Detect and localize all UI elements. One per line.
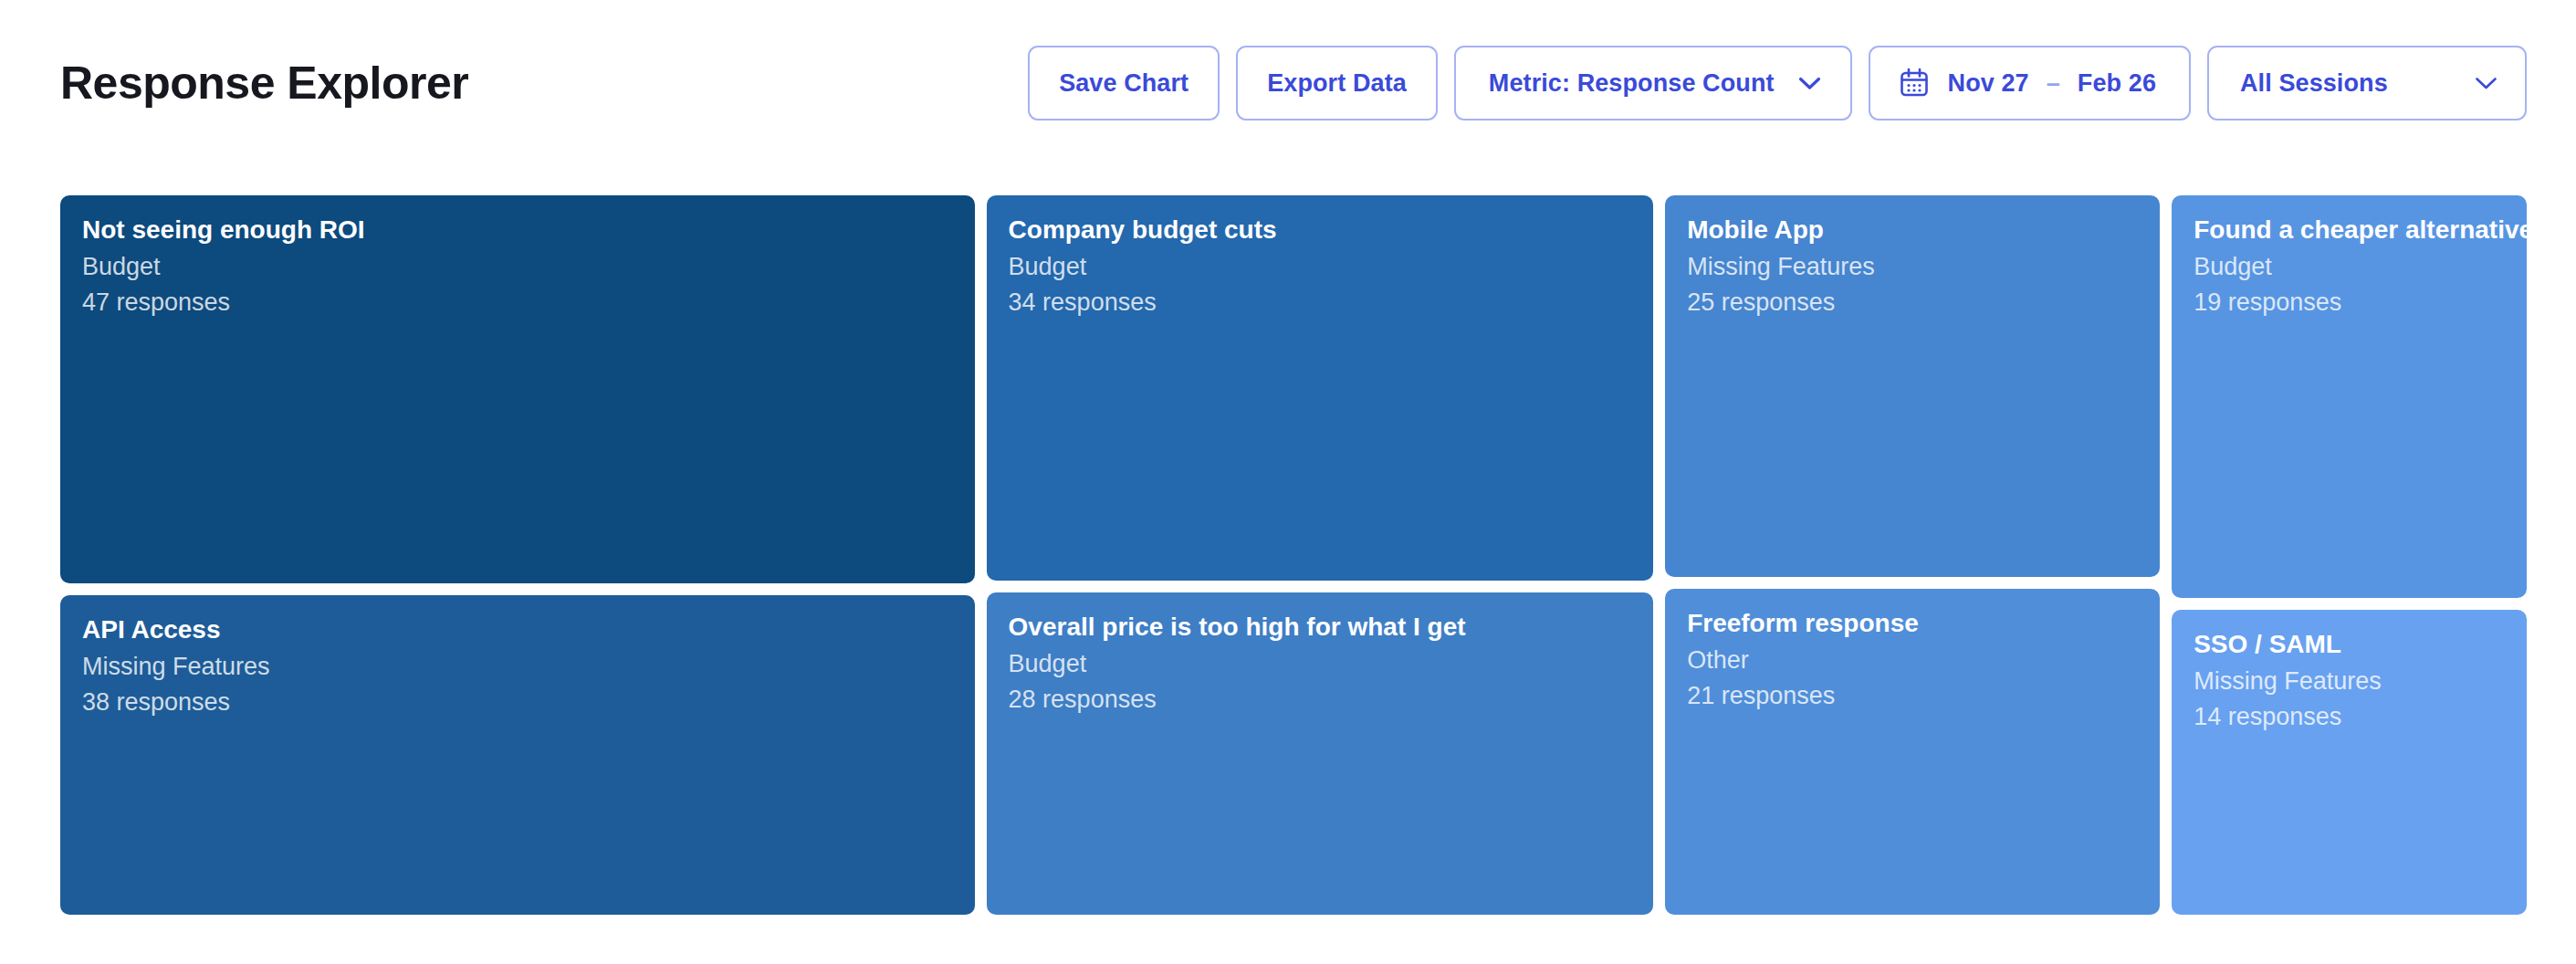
page-title: Response Explorer	[60, 57, 468, 110]
tile-category: Budget	[82, 253, 966, 281]
export-data-label: Export Data	[1267, 69, 1407, 98]
date-range-end: Feb 26	[2078, 69, 2156, 98]
tile-responses: 14 responses	[2194, 703, 2518, 731]
sessions-dropdown[interactable]: All Sessions	[2207, 46, 2527, 120]
treemap-tile[interactable]: Freeform response Other 21 responses	[1665, 589, 2160, 915]
metric-dropdown[interactable]: Metric: Response Count	[1454, 46, 1852, 120]
treemap-tile[interactable]: Overall price is too high for what I get…	[987, 592, 1654, 915]
date-range-picker[interactable]: Nov 27 – Feb 26	[1869, 46, 2191, 120]
tile-category: Budget	[2194, 253, 2518, 281]
calendar-icon	[1898, 67, 1931, 100]
tile-responses: 47 responses	[82, 288, 966, 317]
treemap-column: Found a cheaper alternative Budget 19 resp…	[2172, 195, 2527, 915]
date-range-start: Nov 27	[1948, 69, 2029, 98]
tile-responses: 21 responses	[1687, 682, 2151, 710]
tile-category: Missing Features	[1687, 253, 2151, 281]
header: Response Explorer Save Chart Export Data…	[60, 0, 2527, 120]
export-data-button[interactable]: Export Data	[1236, 46, 1438, 120]
treemap-column: Mobile App Missing Features 25 responses Fr…	[1665, 195, 2160, 915]
treemap-tile[interactable]: Mobile App Missing Features 25 responses	[1665, 195, 2160, 577]
save-chart-button[interactable]: Save Chart	[1028, 46, 1220, 120]
treemap-column: Company budget cuts Budget 34 responses Ove…	[987, 195, 1654, 915]
tile-label: SSO / SAML	[2194, 630, 2518, 659]
tile-responses: 34 responses	[1009, 288, 1645, 317]
sessions-label: All Sessions	[2240, 69, 2388, 98]
tile-responses: 28 responses	[1009, 686, 1645, 714]
tile-responses: 19 responses	[2194, 288, 2518, 317]
treemap-tile[interactable]: Not seeing enough ROI Budget 47 responses	[60, 195, 975, 583]
tile-category: Missing Features	[2194, 667, 2518, 696]
toolbar: Save Chart Export Data Metric: Response …	[1028, 46, 2527, 120]
treemap-tile[interactable]: SSO / SAML Missing Features 14 responses	[2172, 610, 2527, 915]
tile-responses: 25 responses	[1687, 288, 2151, 317]
tile-label: Found a cheaper alternative	[2194, 215, 2518, 245]
chevron-down-icon	[1798, 77, 1821, 90]
treemap-column: Not seeing enough ROI Budget 47 responses A…	[60, 195, 975, 915]
chevron-down-icon	[2475, 77, 2497, 90]
save-chart-label: Save Chart	[1059, 69, 1189, 98]
treemap: Not seeing enough ROI Budget 47 responses A…	[60, 195, 2527, 915]
tile-category: Other	[1687, 646, 2151, 675]
treemap-tile[interactable]: API Access Missing Features 38 responses	[60, 595, 975, 915]
treemap-tile[interactable]: Found a cheaper alternative Budget 19 resp…	[2172, 195, 2527, 598]
tile-label: Not seeing enough ROI	[82, 215, 966, 245]
tile-category: Budget	[1009, 253, 1645, 281]
metric-label: Metric: Response Count	[1489, 69, 1775, 98]
tile-label: Mobile App	[1687, 215, 2151, 245]
tile-responses: 38 responses	[82, 688, 966, 717]
treemap-tile[interactable]: Company budget cuts Budget 34 responses	[987, 195, 1654, 581]
response-explorer-page: Response Explorer Save Chart Export Data…	[0, 0, 2576, 915]
tile-label: Company budget cuts	[1009, 215, 1645, 245]
tile-label: Freeform response	[1687, 609, 2151, 638]
tile-label: API Access	[82, 615, 966, 644]
tile-label: Overall price is too high for what I get	[1009, 613, 1645, 642]
tile-category: Budget	[1009, 650, 1645, 678]
date-range-separator: –	[2043, 69, 2064, 98]
tile-category: Missing Features	[82, 653, 966, 681]
